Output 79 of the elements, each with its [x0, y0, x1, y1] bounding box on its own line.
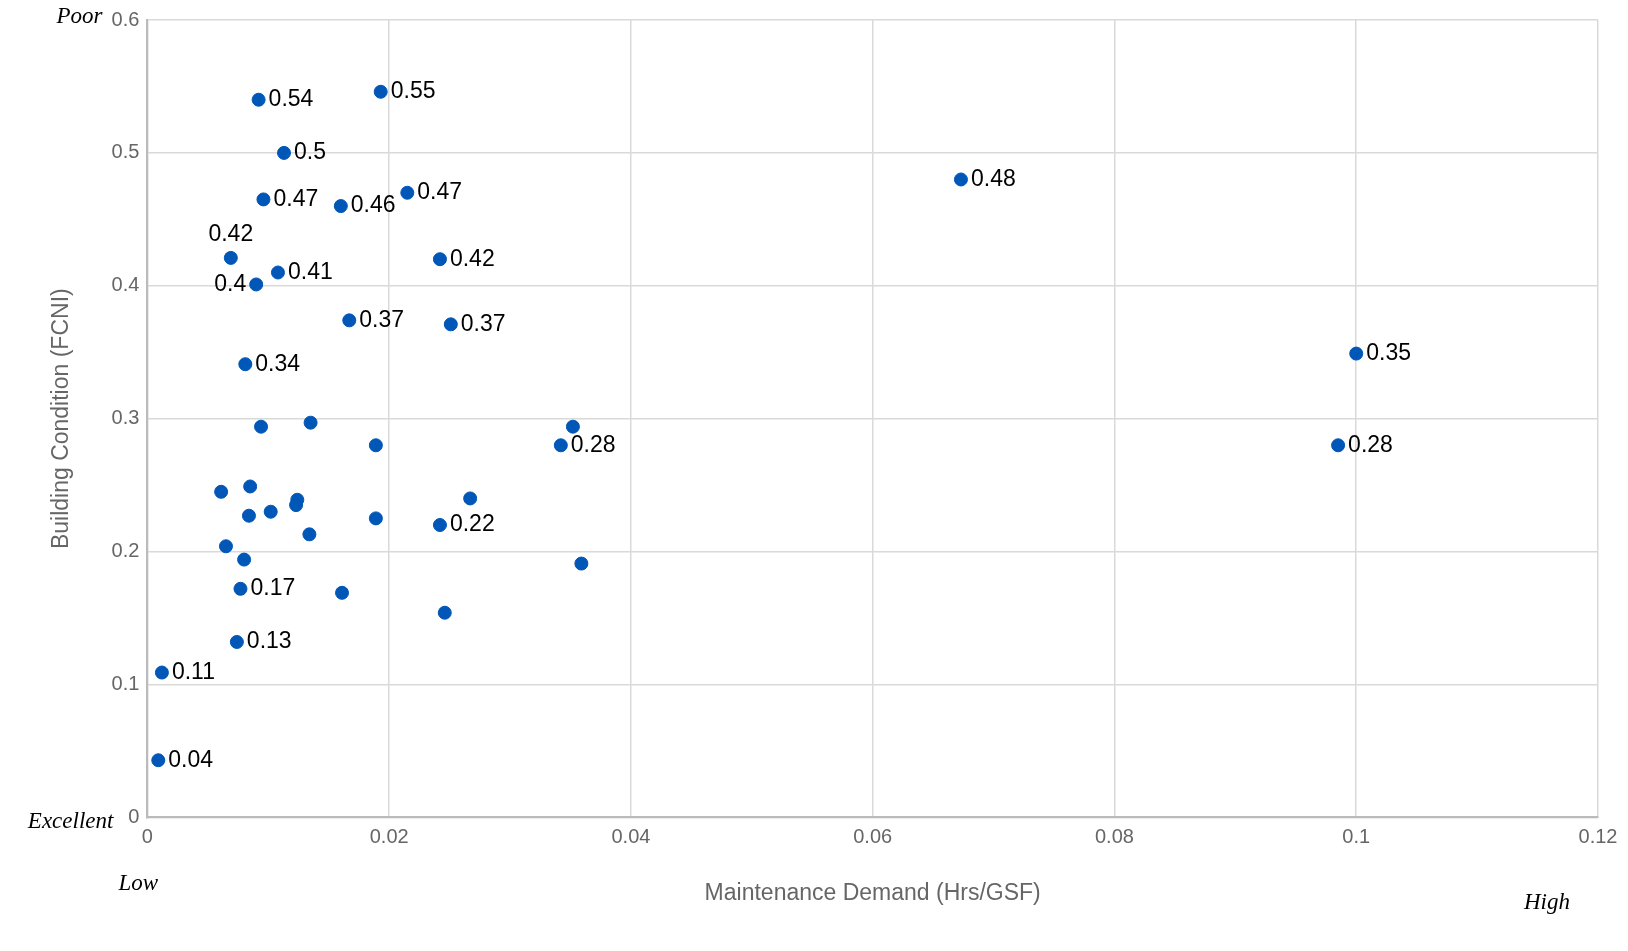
y-tick-label: 0.3	[111, 406, 140, 429]
point	[443, 317, 458, 332]
data-label: 0.54	[268, 85, 314, 112]
data-label: 0.37	[359, 305, 405, 332]
text: Poor	[55, 3, 104, 29]
point	[368, 438, 383, 453]
point	[953, 172, 968, 187]
data-label: 0.4	[214, 269, 247, 296]
point	[342, 313, 357, 328]
point	[256, 192, 271, 207]
point	[218, 539, 233, 554]
data-label: 0.42	[449, 244, 495, 271]
point	[151, 753, 166, 768]
data-label: 0.04	[168, 745, 214, 772]
y-tick-label: 0.2	[111, 539, 140, 562]
y-tick-label: 0.5	[111, 140, 140, 163]
point	[243, 479, 258, 494]
x-tick-label: 0.04	[611, 824, 651, 847]
data-label: 0.35	[1366, 338, 1411, 365]
x-tick-label: 0.02	[369, 824, 409, 847]
point	[553, 438, 568, 453]
data-label: 0.22	[449, 510, 495, 537]
y-tick-label: 0.6	[111, 7, 140, 30]
data-label: 0.47	[417, 178, 463, 205]
point	[1331, 438, 1346, 453]
data-label: 0.28	[570, 430, 616, 457]
y-tick-label: 0.4	[111, 273, 140, 296]
point	[249, 277, 264, 292]
point	[229, 634, 244, 649]
point	[373, 84, 388, 99]
point	[437, 605, 452, 620]
point	[368, 511, 383, 526]
data-label: 0.46	[350, 191, 396, 218]
data-label: 0.41	[287, 257, 333, 284]
data-label: 0.13	[246, 627, 292, 654]
data-label: 0.48	[970, 164, 1016, 191]
point	[303, 415, 318, 430]
data-label: 0.28	[1348, 430, 1393, 457]
point	[238, 357, 253, 372]
point	[432, 518, 447, 533]
y-tick-label: 0	[128, 804, 140, 827]
point	[223, 250, 238, 265]
text: Excellent	[26, 808, 114, 834]
y-tick-label: 0.1	[111, 672, 140, 695]
point	[251, 92, 266, 107]
y-axis-title: Building Condition (FCNI)	[47, 288, 74, 550]
x-tick-label: 0.12	[1578, 824, 1618, 847]
x-tick-label: 0.1	[1342, 824, 1371, 847]
data-label: 0.42	[208, 220, 254, 247]
point	[154, 665, 169, 680]
point	[432, 252, 447, 267]
point	[400, 185, 415, 200]
data-label: 0.37	[460, 309, 506, 336]
point	[335, 585, 350, 600]
point	[565, 419, 580, 434]
point	[302, 527, 317, 542]
point	[214, 484, 229, 499]
text: High	[1523, 889, 1570, 915]
x-tick-label: 0.08	[1095, 824, 1134, 847]
x-tick-label: 0.06	[853, 824, 893, 847]
point	[1349, 346, 1364, 361]
point	[270, 265, 285, 280]
data-label: 0.55	[390, 77, 436, 104]
point	[333, 199, 348, 214]
point	[574, 556, 589, 571]
text: Low	[117, 870, 159, 896]
data-label: 0.17	[250, 574, 296, 601]
point	[254, 419, 269, 434]
point	[277, 145, 291, 160]
point	[233, 581, 248, 596]
x-axis-title: Maintenance Demand (Hrs/GSF)	[704, 878, 1041, 905]
point	[241, 508, 256, 523]
point	[263, 504, 278, 519]
data-label: 0.5	[294, 138, 326, 165]
point	[463, 491, 478, 506]
data-label: 0.34	[255, 349, 301, 376]
data-label: 0.47	[273, 184, 319, 211]
data-label: 0.11	[171, 657, 215, 684]
point	[237, 552, 252, 567]
